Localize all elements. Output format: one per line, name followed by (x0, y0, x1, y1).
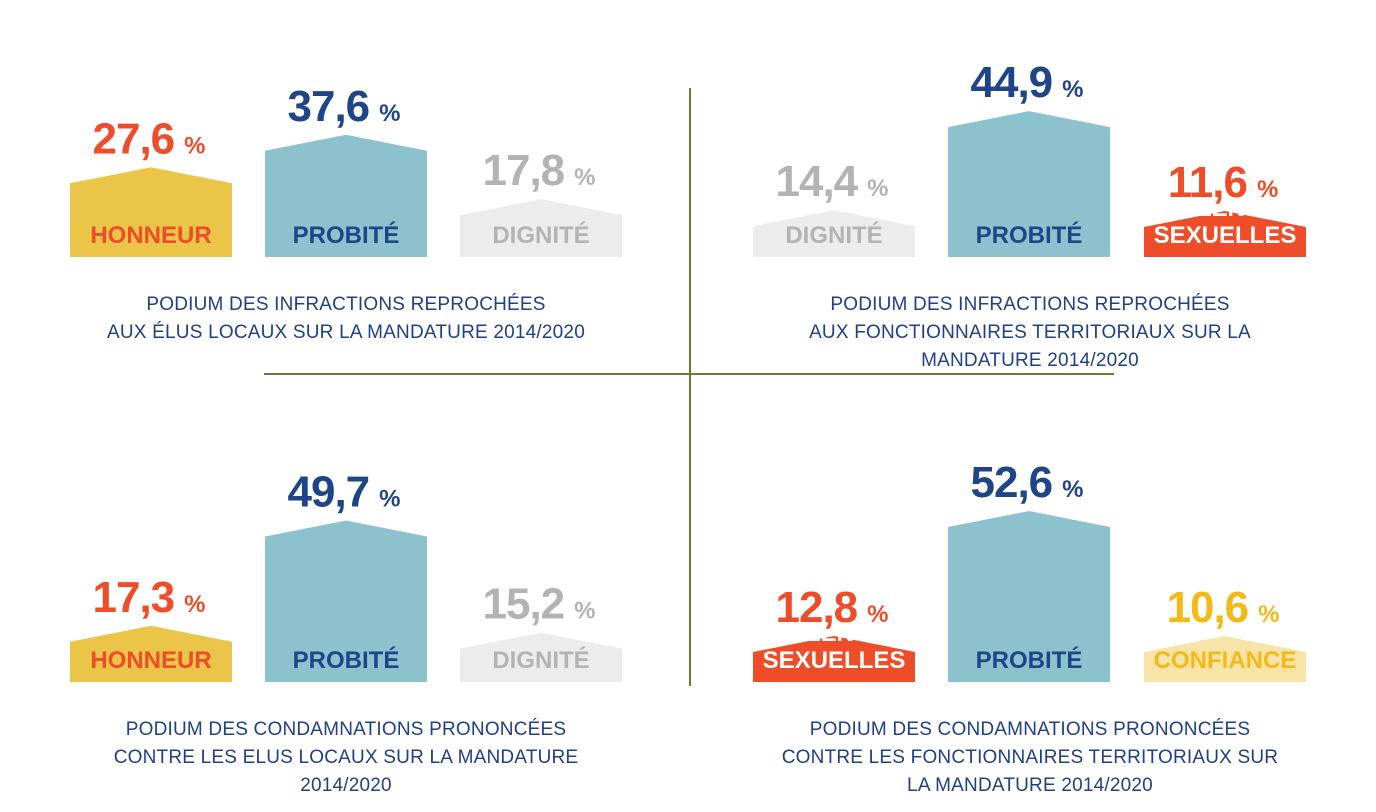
caption-line: AUX FONCTIONNAIRES TERRITORIAUX SUR LA (809, 322, 1251, 343)
caption-line: PODIUM DES INFRACTIONS REPROCHÉES (830, 294, 1230, 315)
bar-label-probite: PROBITÉ (976, 221, 1083, 249)
caption-line: PODIUM DES CONDAMNATIONS PRONONCÉES (125, 719, 567, 740)
bar-label-probite: PROBITÉ (976, 646, 1083, 674)
caption-line: PODIUM DES CONDAMNATIONS PRONONCÉES (809, 719, 1251, 740)
value-label-dignite: 17,8% (483, 146, 596, 195)
bar-label-dignite: DIGNITÉ (492, 646, 589, 674)
value-label-dignite: 15,2% (483, 580, 596, 629)
value-label-probite: 49,7% (288, 467, 401, 516)
bar-dignite (460, 632, 622, 682)
caption-line: CONTRE LES ELUS LOCAUX SUR LA MANDATURE (113, 747, 579, 768)
value-label-honneur: 17,3% (93, 573, 206, 622)
value-label-violences-sexuelles: 11,6% (1168, 158, 1279, 207)
bar-probite (265, 134, 427, 257)
chart-caption-4: PODIUM DES CONDAMNATIONS PRONONCÉES CONTR… (710, 716, 1350, 800)
value-label-violences-sexuelles: 12,8% (776, 583, 889, 632)
chart-caption-2: PODIUM DES INFRACTIONS REPROCHÉES AUX FON… (710, 291, 1350, 375)
caption-line: MANDATURE 2014/2020 (921, 350, 1139, 371)
bar-dignite (753, 210, 915, 257)
bar-label-violences-sexuelles: SEXUELLES (763, 647, 906, 674)
value-label-dignite: 14,4% (776, 157, 889, 206)
caption-line: LA MANDATURE 2014/2020 (907, 775, 1153, 796)
bar-honneur (70, 625, 232, 682)
podium-chart-2: DIGNITÉ 14,4 % PROBITÉ 44,9 % VIOLENCESSEXUELL… (753, 58, 1306, 257)
bar-label-dignite: DIGNITÉ (492, 221, 589, 249)
value-label-probite: 52,6% (971, 458, 1084, 507)
chart-caption-3: PODIUM DES CONDAMNATIONS PRONONCÉES CONTR… (36, 716, 656, 800)
bar-label-violences-sexuelles: VIOLENCES (765, 620, 904, 647)
value-label-probite: 44,9% (971, 58, 1084, 107)
value-label-probite: 37,6% (288, 82, 401, 131)
quadrant-divider-horizontal (264, 373, 1114, 375)
bar-confiance (1144, 636, 1306, 682)
value-label-confiance: 10,6% (1167, 583, 1280, 632)
bar-probite (948, 111, 1110, 257)
podium-chart-3: HONNEUR 17,3 % PROBITÉ 49,7 % DIGNITÉ 15,2% (70, 467, 622, 682)
bar-label-confiance: CONFIANCE (1154, 647, 1297, 674)
bar-probite (265, 520, 427, 682)
bar-label-probite: PROBITÉ (293, 646, 400, 674)
bar-label-dignite: DIGNITÉ (785, 221, 882, 249)
podium-chart-1: HONNEUR 27,6 % PROBITÉ 37,6 % DIGNITÉ 17,8% (70, 82, 622, 257)
bar-dignite (460, 199, 622, 257)
bar-label-probite: PROBITÉ (293, 221, 400, 249)
bar-label-violences-sexuelles: VIOLENCES (1156, 195, 1295, 222)
caption-line: PODIUM DES INFRACTIONS REPROCHÉES (146, 294, 546, 315)
quadrant-divider-vertical (689, 88, 691, 686)
chart-caption-1: PODIUM DES INFRACTIONS REPROCHÉES AUX ÉLU… (36, 291, 656, 347)
caption-line: AUX ÉLUS LOCAUX SUR LA MANDATURE 2014/20… (107, 322, 585, 343)
bar-label-honneur: HONNEUR (90, 222, 211, 249)
bar-violences-sexuelles (753, 636, 915, 682)
bar-label-violences-sexuelles: SEXUELLES (1154, 222, 1297, 249)
caption-line: CONTRE LES FONCTIONNAIRES TERRITORIAUX S… (781, 747, 1279, 768)
caption-line: 2014/2020 (300, 775, 392, 796)
bar-probite (948, 511, 1110, 682)
value-label-honneur: 27,6% (93, 114, 206, 163)
bar-violences-sexuelles (1144, 211, 1306, 257)
bar-honneur (70, 167, 232, 257)
bar-label-honneur: HONNEUR (90, 647, 211, 674)
